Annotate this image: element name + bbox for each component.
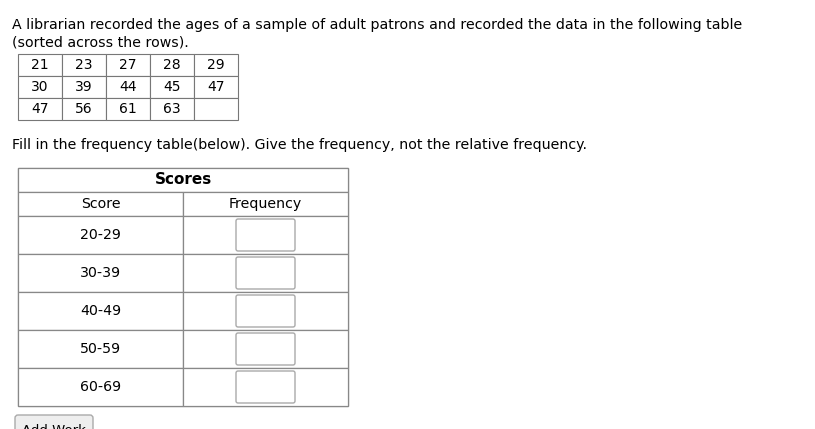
Text: 44: 44: [119, 80, 137, 94]
Bar: [183, 216, 348, 254]
Bar: [106, 54, 150, 76]
Bar: [18, 98, 62, 120]
Bar: [62, 76, 106, 98]
Bar: [18, 330, 183, 368]
Bar: [18, 292, 183, 330]
Text: 30-39: 30-39: [80, 266, 121, 280]
Bar: [18, 76, 62, 98]
Bar: [194, 54, 238, 76]
Bar: [183, 330, 348, 368]
Bar: [62, 54, 106, 76]
Text: 56: 56: [75, 102, 93, 116]
Bar: [194, 76, 238, 98]
Bar: [106, 98, 150, 120]
Bar: [183, 368, 348, 406]
Bar: [18, 192, 183, 216]
FancyBboxPatch shape: [236, 257, 295, 289]
Text: 29: 29: [207, 58, 225, 72]
Text: A librarian recorded the ages of a sample of adult patrons and recorded the data: A librarian recorded the ages of a sampl…: [12, 18, 742, 32]
Text: 60-69: 60-69: [80, 380, 121, 394]
Text: 21: 21: [31, 58, 49, 72]
Bar: [183, 254, 348, 292]
FancyBboxPatch shape: [236, 371, 295, 403]
Text: Add Work: Add Work: [22, 423, 86, 429]
Bar: [18, 254, 183, 292]
Text: 63: 63: [163, 102, 181, 116]
Bar: [150, 98, 194, 120]
Text: 30: 30: [31, 80, 49, 94]
Text: 50-59: 50-59: [80, 342, 121, 356]
Text: 20-29: 20-29: [80, 228, 121, 242]
Bar: [183, 292, 348, 330]
Bar: [18, 54, 62, 76]
FancyBboxPatch shape: [236, 295, 295, 327]
Text: 27: 27: [119, 58, 137, 72]
Text: 28: 28: [163, 58, 181, 72]
Bar: [183, 192, 348, 216]
Bar: [150, 54, 194, 76]
Text: 61: 61: [119, 102, 137, 116]
Bar: [150, 76, 194, 98]
FancyBboxPatch shape: [236, 219, 295, 251]
Bar: [18, 168, 348, 406]
Text: 40-49: 40-49: [80, 304, 121, 318]
Bar: [18, 168, 348, 192]
Text: Score: Score: [81, 197, 121, 211]
Text: (sorted across the rows).: (sorted across the rows).: [12, 35, 189, 49]
Bar: [18, 368, 183, 406]
Bar: [62, 98, 106, 120]
Text: 45: 45: [163, 80, 181, 94]
Bar: [106, 76, 150, 98]
Text: 47: 47: [207, 80, 225, 94]
Text: Scores: Scores: [154, 172, 212, 187]
FancyBboxPatch shape: [15, 415, 93, 429]
Bar: [18, 216, 183, 254]
Text: 39: 39: [75, 80, 93, 94]
Text: Fill in the frequency table(below). Give the frequency, not the relative frequen: Fill in the frequency table(below). Give…: [12, 138, 587, 152]
Text: 23: 23: [75, 58, 93, 72]
FancyBboxPatch shape: [236, 333, 295, 365]
Text: Frequency: Frequency: [229, 197, 302, 211]
Bar: [194, 98, 238, 120]
Text: 47: 47: [31, 102, 49, 116]
